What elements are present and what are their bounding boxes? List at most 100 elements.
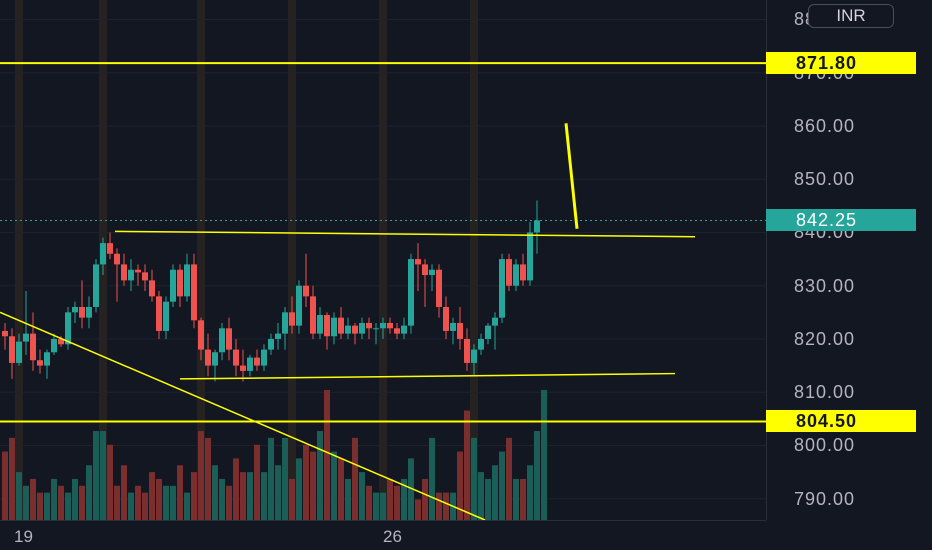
volume-bar [191, 472, 197, 520]
candle [303, 253, 309, 307]
candle [86, 296, 92, 329]
currency-badge[interactable]: INR [808, 4, 894, 28]
candle-body [457, 322, 463, 339]
volume-bar [541, 390, 547, 520]
candle-body [282, 312, 288, 334]
candle-body [520, 264, 526, 281]
volume-bar [478, 472, 484, 520]
volume-bar [135, 485, 141, 520]
candle [478, 333, 484, 355]
candle-body [16, 341, 22, 363]
candle [16, 333, 22, 366]
candle [114, 248, 120, 302]
candle [359, 317, 365, 339]
volume-bar [198, 431, 204, 520]
candle [72, 301, 78, 323]
candle [366, 317, 372, 339]
volume-bar [121, 465, 127, 520]
volume-bar [366, 485, 372, 520]
volume-bar [387, 478, 393, 520]
candle [338, 307, 344, 339]
candle-body [471, 349, 477, 363]
candle-body [513, 264, 519, 286]
candle [212, 349, 218, 382]
candle-body [72, 307, 78, 313]
candle-body [485, 325, 491, 339]
session-bar [197, 0, 205, 520]
candle-body [135, 269, 141, 273]
descending-trendline [0, 311, 486, 521]
candle-body [184, 264, 190, 297]
candle-body [499, 259, 505, 318]
volume-bar [394, 485, 400, 520]
candle-body [23, 333, 29, 342]
candle-body [450, 322, 456, 331]
candle [268, 333, 274, 355]
candle [296, 280, 302, 334]
volume-bar [247, 472, 253, 520]
candle-body [44, 352, 50, 366]
candle-body [366, 322, 372, 329]
volume-bar [205, 437, 211, 520]
volume-bar [401, 478, 407, 520]
candle-body [352, 325, 358, 334]
candle [345, 317, 351, 339]
price-marker-804-50: 804.50 [766, 410, 916, 433]
candle-body [51, 338, 57, 353]
volume-bar [464, 410, 470, 520]
candle-body [415, 259, 421, 265]
candle [79, 280, 85, 329]
candle-body [107, 243, 113, 254]
candle [401, 317, 407, 339]
volume-bar [359, 472, 365, 520]
candle-body [163, 301, 169, 331]
volume-bar [527, 465, 533, 520]
volume-bar [268, 437, 274, 520]
volume-bar [114, 485, 120, 520]
candle-body [65, 312, 71, 345]
candle [457, 307, 463, 350]
volume-bar [86, 465, 92, 520]
candle-body [37, 360, 43, 366]
candle [387, 317, 393, 334]
candle [513, 259, 519, 292]
candle [429, 264, 435, 292]
candle [240, 349, 246, 382]
candle [485, 322, 491, 345]
volume-bar [72, 478, 78, 520]
price-axis-separator [766, 0, 767, 520]
candle [380, 317, 386, 339]
candle [219, 322, 225, 361]
candle-body [128, 269, 134, 281]
candle [128, 259, 134, 292]
volume-bar [156, 478, 162, 520]
candle-body [436, 269, 442, 307]
volume-bar [93, 431, 99, 520]
candle [205, 333, 211, 377]
session-bar [470, 0, 478, 520]
candle [93, 259, 99, 313]
candle-body [170, 269, 176, 302]
candle [289, 296, 295, 334]
candle-body [359, 322, 365, 334]
candle [415, 243, 421, 292]
volume-bar [212, 465, 218, 520]
volume-bar [219, 478, 225, 520]
price-tick-label: 860.00 [794, 115, 856, 136]
candle [184, 253, 190, 302]
volume-bar [261, 472, 267, 520]
candle-body [198, 320, 204, 350]
candle [121, 253, 127, 286]
volume-bar [492, 465, 498, 520]
candle [275, 322, 281, 350]
candle-body [254, 357, 260, 366]
volume-bar [51, 478, 57, 520]
volume-bar [373, 492, 379, 520]
candle [149, 269, 155, 302]
candle [534, 200, 540, 254]
candle [107, 232, 113, 260]
candle [464, 328, 470, 371]
candle-body [86, 307, 92, 318]
